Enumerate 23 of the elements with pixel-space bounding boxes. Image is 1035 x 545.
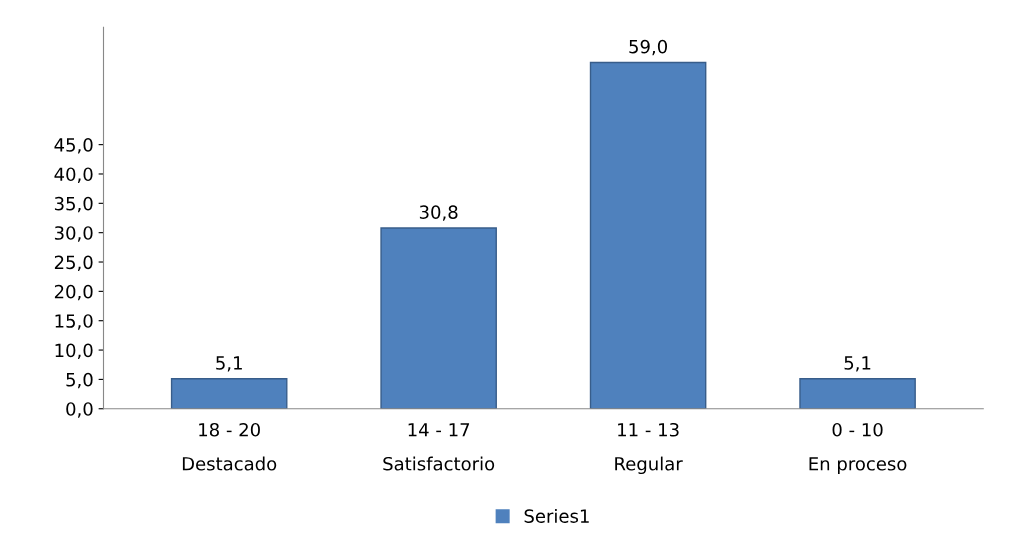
bar	[170, 378, 288, 409]
y-tick-label: 15,0	[55, 314, 93, 330]
y-tick-label: 45,0	[54, 138, 93, 154]
legend-label: Series1	[524, 508, 589, 523]
x-tick-label: 14 - 17 Satisfactorio	[383, 423, 495, 471]
y-tick-label: 25,0	[54, 255, 93, 271]
text: 5,1	[844, 356, 871, 372]
text: 59,0	[629, 39, 668, 56]
x-tick-label: 11 - 13 Regular	[615, 422, 683, 475]
y-tick-label: 20,0	[54, 284, 93, 301]
y-tick-label: 10,0	[55, 343, 93, 360]
y-tick-label: 40,0	[54, 167, 93, 183]
x-tick-label: 0 - 10 En proceso	[809, 422, 907, 475]
y-tick-label: 0,0	[66, 402, 93, 418]
text: 30,8	[419, 205, 458, 221]
y-tick-label: 5,0	[66, 372, 93, 389]
text: 5,1	[216, 356, 242, 372]
bar	[380, 227, 497, 409]
y-tick-label: 30,0	[54, 226, 93, 242]
y-tick-label: 35,0	[54, 196, 93, 213]
bar	[799, 378, 916, 409]
x-tick-label: 18 - 20 Destacado	[182, 422, 277, 471]
bar	[589, 61, 707, 409]
